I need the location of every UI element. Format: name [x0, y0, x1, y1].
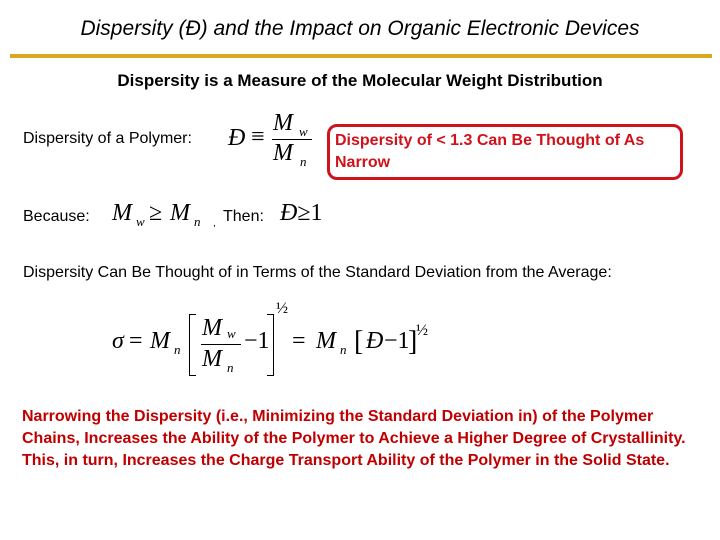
eq-symbol: ½: [276, 300, 288, 317]
eq-symbol: M: [316, 328, 336, 354]
fraction-bar: [201, 344, 241, 345]
eq-symbol: M: [202, 315, 222, 341]
eq-symbol: w: [299, 124, 308, 139]
std-dev-text: Dispersity Can Be Thought of in Terms of…: [23, 264, 612, 281]
dispersity-equation: Đ ≡ M w M n: [228, 110, 338, 172]
right-bracket: [267, 314, 274, 376]
eq-symbol: ≡: [251, 124, 265, 150]
left-square-bracket: [: [354, 326, 364, 357]
eq-symbol: −1: [384, 328, 410, 354]
eq-symbol: M: [112, 200, 132, 226]
eq-symbol: 1: [310, 200, 323, 226]
eq-symbol: n: [194, 214, 201, 229]
eq-symbol: w: [227, 326, 236, 341]
eq-symbol: =: [129, 328, 143, 354]
eq-symbol: Đ: [280, 200, 298, 226]
eq-symbol: n: [300, 154, 307, 169]
title-divider: [10, 54, 712, 58]
slide-title: Dispersity (Đ) and the Impact on Organic…: [80, 17, 640, 40]
eq-symbol: ≥: [149, 200, 163, 226]
eq-symbol: M: [150, 328, 170, 354]
conclusion-text: Narrowing the Dispersity (i.e., Minimizi…: [22, 408, 686, 469]
because-label: Because:: [23, 208, 90, 225]
eq-symbol: ,: [213, 218, 216, 229]
eq-symbol: σ: [112, 328, 124, 354]
eq-symbol: M: [170, 200, 190, 226]
narrow-dispersity-callout: Dispersity of < 1.3 Can Be Thought of As…: [327, 124, 683, 180]
inequality-equation: M w ≥ M n ,: [112, 200, 222, 236]
eq-symbol: M: [273, 110, 293, 136]
fraction-bar: [272, 139, 312, 140]
right-square-bracket: ]: [408, 326, 418, 357]
dispersity-min-equation: Đ≥1: [280, 200, 323, 227]
then-label: Then:: [223, 208, 264, 225]
left-bracket: [189, 314, 196, 376]
eq-symbol: n: [227, 360, 234, 375]
eq-symbol: =: [292, 328, 306, 354]
eq-symbol: M: [273, 140, 293, 166]
eq-symbol: M: [202, 346, 222, 372]
slide-subtitle: Dispersity is a Measure of the Molecular…: [117, 71, 603, 90]
eq-symbol: n: [340, 342, 347, 357]
eq-symbol: Đ: [366, 328, 384, 354]
definition-label: Dispersity of a Polymer:: [23, 130, 192, 147]
eq-symbol: n: [174, 342, 181, 357]
eq-symbol: Đ: [228, 125, 246, 151]
eq-symbol: ½: [416, 322, 428, 339]
eq-symbol: ≥: [297, 200, 311, 226]
eq-symbol: −1: [244, 328, 270, 354]
eq-symbol: w: [136, 214, 145, 229]
standard-deviation-equation: σ = M n M w M n −1 ½ = M n [ Đ −1 ] ½: [112, 300, 442, 380]
